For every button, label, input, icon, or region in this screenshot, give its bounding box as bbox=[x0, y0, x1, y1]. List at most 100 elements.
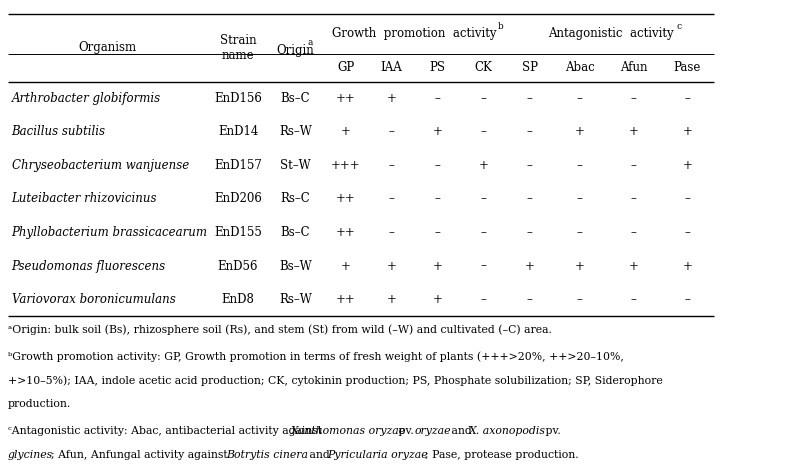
Text: ++: ++ bbox=[336, 92, 356, 105]
Text: Xanthomonas oryzae: Xanthomonas oryzae bbox=[291, 426, 406, 437]
Text: ᶜAntagonistic activity: Abac, antibacterial activity against: ᶜAntagonistic activity: Abac, antibacter… bbox=[8, 426, 325, 437]
Text: –: – bbox=[630, 192, 637, 206]
Text: St–W: St–W bbox=[280, 159, 311, 172]
Text: PS: PS bbox=[430, 61, 446, 74]
Text: –: – bbox=[527, 92, 533, 105]
Text: –: – bbox=[389, 226, 394, 239]
Text: –: – bbox=[684, 293, 690, 306]
Text: SP: SP bbox=[522, 61, 538, 74]
Text: and: and bbox=[448, 426, 475, 437]
Text: –: – bbox=[577, 92, 583, 105]
Text: c: c bbox=[676, 22, 681, 31]
Text: Organism: Organism bbox=[78, 41, 137, 54]
Text: Afun: Afun bbox=[620, 61, 647, 74]
Text: Luteibacter rhizovicinus: Luteibacter rhizovicinus bbox=[11, 192, 157, 206]
Text: –: – bbox=[435, 92, 440, 105]
Text: –: – bbox=[684, 92, 690, 105]
Text: IAA: IAA bbox=[381, 61, 402, 74]
Text: Bs–C: Bs–C bbox=[281, 226, 311, 239]
Text: ᵇGrowth promotion activity: GP, Growth promotion in terms of fresh weight of pla: ᵇGrowth promotion activity: GP, Growth p… bbox=[8, 352, 624, 363]
Text: –: – bbox=[577, 192, 583, 206]
Text: –: – bbox=[630, 226, 637, 239]
Text: Rs–W: Rs–W bbox=[279, 125, 312, 138]
Text: oryzae: oryzae bbox=[415, 426, 451, 437]
Text: CK: CK bbox=[475, 61, 493, 74]
Text: Bs–W: Bs–W bbox=[279, 260, 312, 273]
Text: Rs–W: Rs–W bbox=[279, 293, 312, 306]
Text: Botrytis cinera: Botrytis cinera bbox=[225, 450, 308, 460]
Text: Pase: Pase bbox=[674, 61, 701, 74]
Text: Pseudomonas fluorescens: Pseudomonas fluorescens bbox=[11, 260, 166, 273]
Text: –: – bbox=[527, 192, 533, 206]
Text: –: – bbox=[577, 226, 583, 239]
Text: EnD56: EnD56 bbox=[218, 260, 258, 273]
Text: +: + bbox=[479, 159, 489, 172]
Text: +: + bbox=[386, 92, 397, 105]
Text: Bs–C: Bs–C bbox=[281, 92, 311, 105]
Text: ++: ++ bbox=[336, 293, 356, 306]
Text: EnD155: EnD155 bbox=[214, 226, 262, 239]
Text: –: – bbox=[481, 260, 487, 273]
Text: Pyricularia oryzae: Pyricularia oryzae bbox=[327, 450, 427, 460]
Text: –: – bbox=[435, 159, 440, 172]
Text: +: + bbox=[525, 260, 535, 273]
Text: –: – bbox=[630, 293, 637, 306]
Text: Variovorax boronicumulans: Variovorax boronicumulans bbox=[11, 293, 175, 306]
Text: –: – bbox=[435, 192, 440, 206]
Text: +: + bbox=[386, 260, 397, 273]
Text: Phyllobacterium brassicacearum: Phyllobacterium brassicacearum bbox=[11, 226, 208, 239]
Text: +: + bbox=[433, 125, 443, 138]
Text: EnD8: EnD8 bbox=[221, 293, 254, 306]
Text: ; Pase, protease production.: ; Pase, protease production. bbox=[425, 450, 578, 460]
Text: +: + bbox=[683, 125, 692, 138]
Text: –: – bbox=[527, 125, 533, 138]
Text: ++: ++ bbox=[336, 192, 356, 206]
Text: –: – bbox=[389, 159, 394, 172]
Text: and: and bbox=[306, 450, 333, 460]
Text: –: – bbox=[630, 159, 637, 172]
Text: ᵃOrigin: bulk soil (Bs), rhizosphere soil (Rs), and stem (St) from wild (–W) and: ᵃOrigin: bulk soil (Bs), rhizosphere soi… bbox=[8, 325, 551, 336]
Text: +: + bbox=[629, 260, 638, 273]
Text: +++: +++ bbox=[331, 159, 361, 172]
Text: Growth  promotion  activity: Growth promotion activity bbox=[332, 27, 497, 40]
Text: Chryseobacterium wanjuense: Chryseobacterium wanjuense bbox=[11, 159, 188, 172]
Text: Bacillus subtilis: Bacillus subtilis bbox=[11, 125, 105, 138]
Text: EnD157: EnD157 bbox=[214, 159, 262, 172]
Text: –: – bbox=[577, 293, 583, 306]
Text: –: – bbox=[481, 293, 487, 306]
Text: pv.: pv. bbox=[394, 426, 417, 437]
Text: +: + bbox=[386, 293, 397, 306]
Text: glycines: glycines bbox=[8, 450, 53, 460]
Text: –: – bbox=[481, 125, 487, 138]
Text: –: – bbox=[684, 226, 690, 239]
Text: +: + bbox=[683, 260, 692, 273]
Text: +: + bbox=[433, 260, 443, 273]
Text: –: – bbox=[389, 192, 394, 206]
Text: +: + bbox=[575, 260, 584, 273]
Text: –: – bbox=[630, 92, 637, 105]
Text: –: – bbox=[527, 226, 533, 239]
Text: a: a bbox=[308, 38, 313, 47]
Text: GP: GP bbox=[337, 61, 354, 74]
Text: Origin: Origin bbox=[277, 44, 315, 56]
Text: +: + bbox=[341, 260, 350, 273]
Text: Abac: Abac bbox=[565, 61, 595, 74]
Text: ++: ++ bbox=[336, 226, 356, 239]
Text: b: b bbox=[497, 22, 504, 31]
Text: X. axonopodis: X. axonopodis bbox=[469, 426, 546, 437]
Text: –: – bbox=[389, 125, 394, 138]
Text: Antagonistic  activity: Antagonistic activity bbox=[547, 27, 673, 40]
Text: EnD206: EnD206 bbox=[214, 192, 262, 206]
Text: +>10–5%); IAA, indole acetic acid production; CK, cytokinin production; PS, Phos: +>10–5%); IAA, indole acetic acid produc… bbox=[8, 376, 663, 386]
Text: –: – bbox=[684, 192, 690, 206]
Text: Rs–C: Rs–C bbox=[281, 192, 311, 206]
Text: –: – bbox=[435, 226, 440, 239]
Text: +: + bbox=[629, 125, 638, 138]
Text: EnD14: EnD14 bbox=[218, 125, 258, 138]
Text: ; Afun, Anfungal activity against: ; Afun, Anfungal activity against bbox=[51, 450, 231, 460]
Text: –: – bbox=[527, 293, 533, 306]
Text: +: + bbox=[575, 125, 584, 138]
Text: Strain
name: Strain name bbox=[220, 34, 256, 62]
Text: –: – bbox=[481, 92, 487, 105]
Text: –: – bbox=[577, 159, 583, 172]
